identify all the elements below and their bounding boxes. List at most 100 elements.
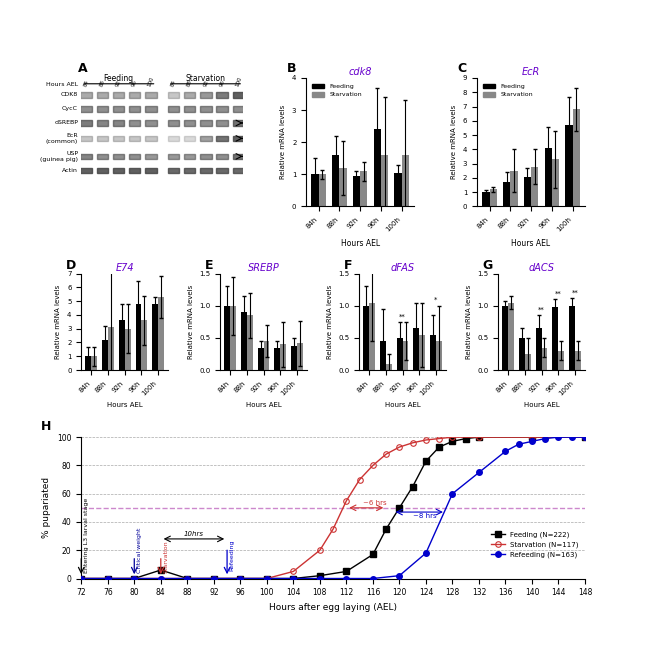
Text: E: E (205, 259, 213, 272)
Starvation (N=117) (104, 575, 112, 582)
Text: Actin: Actin (62, 168, 78, 173)
Text: **: ** (555, 291, 562, 297)
Bar (413, 328, 419, 370)
Text: Starvation: Starvation (163, 540, 168, 573)
Starvation (N=117) (77, 575, 85, 582)
Bar (136, 304, 142, 370)
Text: CycC: CycC (62, 107, 78, 111)
Bar (200, 168, 212, 174)
Refeeding (N=163) (448, 490, 456, 498)
Y-axis label: Relative mRNA levels: Relative mRNA levels (465, 285, 472, 359)
Bar (541, 348, 547, 370)
Bar (200, 120, 212, 126)
Bar (91, 356, 97, 370)
Bar (258, 348, 264, 370)
Starvation (N=117) (395, 443, 403, 451)
Refeeding (N=163) (528, 437, 536, 445)
Bar (374, 129, 381, 207)
Starvation (N=117) (237, 575, 244, 582)
Starvation (N=117) (263, 575, 271, 582)
Starvation (N=117) (448, 434, 456, 441)
Starvation (N=117) (157, 575, 164, 582)
Bar (230, 306, 236, 370)
Starvation (N=117) (475, 434, 483, 441)
Bar (482, 192, 489, 207)
Text: 100: 100 (234, 76, 242, 88)
Line: Feeding (N=222): Feeding (N=222) (79, 434, 588, 581)
Refeeding (N=163) (515, 440, 523, 448)
Bar (216, 153, 228, 159)
Bar (129, 153, 140, 159)
Text: **: ** (538, 307, 545, 313)
Bar (142, 320, 148, 370)
Starvation (N=117) (436, 435, 443, 443)
Starvation (N=117) (382, 450, 390, 458)
Text: EcR
(common): EcR (common) (46, 133, 78, 144)
Title: E74: E74 (115, 263, 134, 273)
Text: *: * (434, 297, 437, 303)
Bar (97, 153, 108, 159)
Title: SREBP: SREBP (248, 263, 280, 273)
Bar (97, 168, 108, 174)
Text: 84: 84 (83, 79, 90, 88)
Text: G: G (482, 259, 493, 272)
X-axis label: Hours after egg laying (AEL): Hours after egg laying (AEL) (269, 603, 397, 612)
Bar (145, 120, 157, 126)
Bar (113, 92, 124, 98)
Bar (184, 120, 196, 126)
Bar (81, 167, 243, 174)
Bar (545, 148, 552, 207)
Bar (233, 136, 244, 141)
Bar (81, 136, 92, 141)
Text: **: ** (571, 289, 578, 296)
Bar (81, 153, 92, 159)
Text: ~6 hrs: ~6 hrs (363, 500, 387, 506)
Bar (531, 166, 538, 207)
Bar (81, 105, 243, 112)
Bar (233, 106, 244, 112)
Refeeding (N=163) (77, 575, 85, 582)
Text: Refeeding: Refeeding (229, 540, 235, 571)
Text: 96: 96 (131, 79, 138, 88)
Bar (97, 106, 108, 112)
Bar (436, 341, 442, 370)
X-axis label: Hours AEL: Hours AEL (385, 402, 421, 408)
Text: H: H (41, 420, 51, 433)
Text: CDK8: CDK8 (60, 92, 78, 98)
Bar (113, 106, 124, 112)
Text: 84: 84 (170, 79, 177, 88)
X-axis label: Hours AEL: Hours AEL (246, 402, 281, 408)
Refeeding (N=163) (422, 549, 430, 557)
Feeding (N=222) (183, 575, 191, 582)
Y-axis label: Relative mRNA levels: Relative mRNA levels (451, 105, 458, 179)
Bar (360, 171, 367, 207)
Bar (129, 106, 140, 112)
Refeeding (N=163) (237, 575, 244, 582)
X-axis label: Hours AEL: Hours AEL (524, 402, 560, 408)
Feeding (N=222) (131, 575, 138, 582)
Bar (129, 120, 140, 126)
Title: dFAS: dFAS (391, 263, 415, 273)
Bar (216, 168, 228, 174)
Bar (81, 91, 243, 98)
Bar (125, 329, 131, 370)
Bar (200, 136, 212, 141)
Bar (184, 168, 196, 174)
Starvation (N=117) (581, 434, 589, 441)
Legend: Feeding, Starvation: Feeding, Starvation (309, 81, 365, 100)
Title: dACS: dACS (528, 263, 554, 273)
Bar (280, 344, 286, 370)
Bar (297, 343, 303, 370)
Bar (402, 155, 409, 207)
Line: Refeeding (N=163): Refeeding (N=163) (79, 434, 588, 581)
Starvation (N=117) (210, 575, 218, 582)
Bar (332, 155, 339, 207)
Bar (241, 312, 247, 370)
Line: Starvation (N=117): Starvation (N=117) (79, 434, 588, 581)
Bar (311, 174, 318, 207)
Bar (489, 189, 497, 207)
Title: cdk8: cdk8 (348, 67, 372, 77)
Bar (216, 92, 228, 98)
Bar (85, 356, 91, 370)
Bar (569, 306, 575, 370)
